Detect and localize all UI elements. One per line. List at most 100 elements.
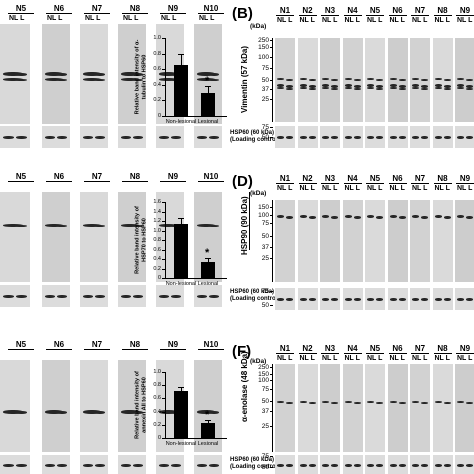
y-axis-label: Relative band intensity of HSP70 to HSP6… (134, 206, 148, 274)
control-band (286, 463, 293, 467)
y-tick-label: 0.8 (153, 382, 161, 389)
lane-sublabel: NL L (322, 185, 338, 192)
control-band (83, 136, 93, 139)
control-band (308, 298, 316, 301)
y-tick-mark (162, 249, 165, 251)
control-strip (320, 126, 340, 148)
y-tick-label: 0.6 (153, 66, 161, 73)
y-axis-label: Relative band intensity of annexin AII t… (134, 371, 148, 439)
protein-band (443, 85, 451, 88)
control-band (299, 136, 307, 139)
lane-underline (160, 349, 186, 351)
protein-band (412, 87, 419, 89)
lane-sublabel: NL L (434, 185, 450, 192)
lane-sublabel: NL L (277, 185, 293, 192)
y-tick-mark (162, 211, 165, 213)
protein-band (197, 224, 215, 227)
y-tick-label: 0.4 (153, 256, 161, 262)
kda-marker: 75 (261, 65, 269, 72)
control-strip (410, 288, 430, 310)
loading-control-line2: (Loading control) (230, 464, 280, 470)
protein-band (457, 84, 464, 87)
lane-underline (122, 181, 148, 183)
y-tick-mark (162, 372, 165, 373)
control-band (322, 463, 329, 467)
control-band (299, 463, 307, 467)
loading-control-line2: (Loading control) (230, 137, 280, 143)
blot-strip (410, 200, 430, 282)
lane-underline (366, 353, 384, 355)
control-strip (410, 455, 430, 474)
control-strip (342, 455, 363, 474)
blot-strip (387, 200, 408, 282)
control-strip (387, 455, 408, 474)
control-band (308, 463, 316, 467)
control-band (457, 463, 464, 467)
lane-header: N8 (129, 172, 141, 181)
x-category-label: Non-lesional (165, 281, 197, 287)
protein-band (434, 84, 442, 87)
blot-strip (0, 192, 30, 282)
kda-marker: 50 (261, 302, 269, 309)
blot-strip (432, 38, 453, 122)
protein-band (421, 88, 428, 90)
y-tick-label: 1.0 (153, 369, 161, 375)
control-band (434, 136, 442, 139)
control-strip (275, 288, 295, 310)
control-band (277, 136, 284, 139)
kda-marker: 75 (261, 386, 269, 393)
y-axis (165, 202, 166, 278)
protein-band (367, 401, 374, 403)
lane-underline (298, 183, 317, 185)
kda-marker: 37 (261, 86, 269, 93)
control-band (159, 295, 169, 298)
lane-header: N1 (279, 6, 291, 15)
lane-sublabel: NL L (389, 185, 405, 192)
protein-band (209, 73, 219, 76)
control-band (197, 295, 207, 298)
lane-underline (8, 181, 34, 183)
protein-band (443, 88, 451, 90)
control-strip (0, 126, 30, 148)
protein-band (412, 84, 419, 87)
control-band (367, 136, 374, 139)
lane-header: N7 (91, 172, 103, 181)
protein-band (83, 410, 101, 414)
y-axis (165, 372, 166, 438)
protein-band (322, 87, 329, 89)
error-cap (205, 258, 211, 260)
control-strip (432, 455, 453, 474)
lane-header: N5 (369, 174, 381, 183)
kda-marker: 50 (261, 233, 269, 240)
lane-underline (122, 13, 148, 15)
marker-tick (270, 247, 273, 248)
bar-non-lesional (174, 391, 188, 438)
lane-underline (46, 13, 72, 15)
protein-band (57, 79, 67, 81)
control-strip (118, 285, 146, 307)
protein-band (344, 87, 352, 89)
protein-band (389, 78, 397, 80)
protein-band (457, 215, 464, 218)
lane-header: N6 (392, 174, 403, 183)
control-band (443, 463, 451, 467)
blot-strip (275, 200, 295, 282)
error-bar (181, 54, 182, 66)
protein-band (331, 88, 338, 90)
lane-header: N7 (91, 4, 103, 13)
lane-header: N8 (129, 4, 141, 13)
lane-sublabel: NL L (277, 17, 293, 24)
control-strip (365, 126, 385, 148)
protein-band (421, 216, 428, 219)
protein-band (209, 411, 219, 414)
control-band (353, 136, 361, 139)
control-band (16, 463, 27, 467)
lane-underline (366, 183, 384, 185)
lane-header: N9 (167, 4, 179, 13)
protein-band (286, 85, 293, 88)
marker-tick (270, 137, 273, 138)
protein-band (398, 402, 406, 404)
lane-underline (366, 15, 384, 17)
control-strip (80, 285, 108, 307)
control-strip (432, 126, 453, 148)
